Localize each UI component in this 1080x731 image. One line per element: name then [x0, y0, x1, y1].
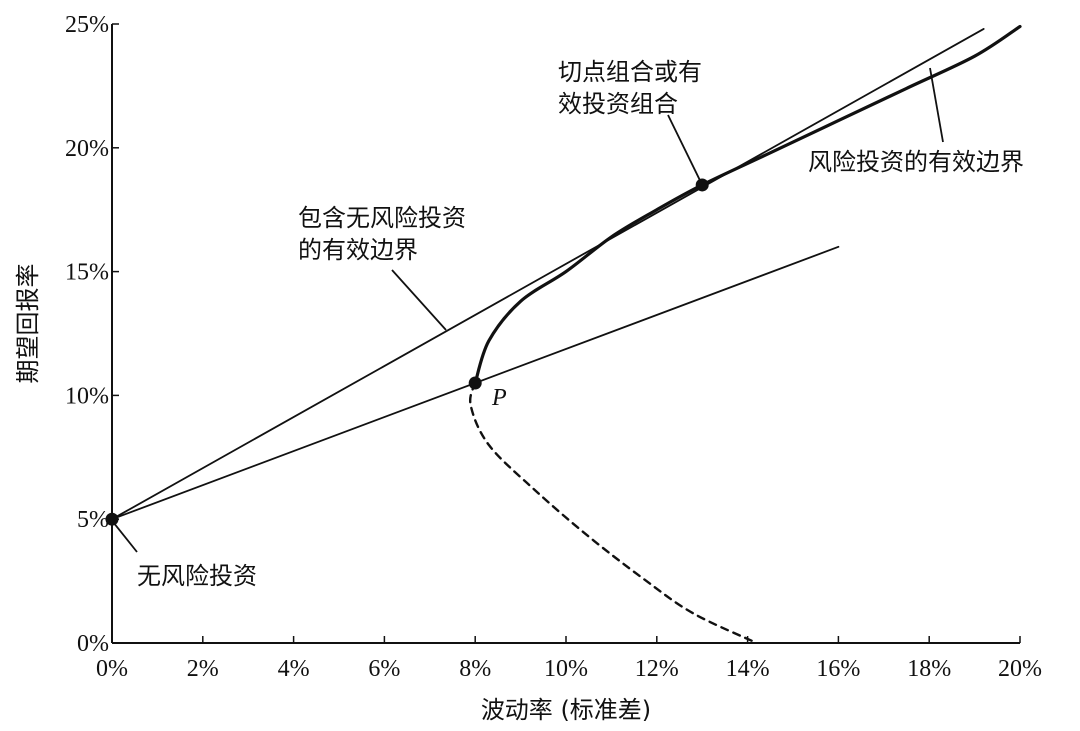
y-tick-label: 0%	[77, 631, 109, 657]
risky-frontier-curve	[473, 24, 1022, 385]
risk-free-point	[105, 512, 119, 526]
x-tick-label: 6%	[368, 656, 400, 682]
risky-frontier-callout-line	[929, 67, 944, 143]
risk-free-callout-line	[113, 522, 138, 553]
cml-callout-line	[391, 269, 447, 331]
y-tick-label: 15%	[65, 260, 109, 286]
callout-lines	[113, 67, 944, 553]
x-tick-label: 10%	[544, 656, 588, 682]
tangent-portfolio-label: 切点组合或有	[558, 58, 702, 86]
x-tick-label: 0%	[96, 656, 128, 682]
series-layer	[111, 24, 1022, 645]
y-tick-label: 20%	[65, 136, 109, 162]
x-tick-label: 2%	[187, 656, 219, 682]
point-p-label: P	[491, 385, 507, 411]
cml-frontier-label: 包含无风险投资	[298, 204, 466, 232]
y-axis-title: 期望回报率	[14, 264, 42, 384]
axes: 0% 2% 4% 6% 8% 10% 12% 14% 16% 18% 20% 0% 5% 10% 15% 20…	[14, 12, 1042, 724]
risk-free-label: 无风险投资	[137, 562, 257, 590]
risky-frontier-label: 风险投资的有效边界	[808, 148, 1024, 176]
x-tick-label: 18%	[907, 656, 951, 682]
x-tick-label: 20%	[998, 656, 1042, 682]
x-tick-label: 4%	[278, 656, 310, 682]
y-tick-label: 25%	[65, 12, 109, 38]
point-p	[468, 376, 482, 390]
x-tick-label: 14%	[726, 656, 770, 682]
x-tick-label: 8%	[459, 656, 491, 682]
cml-frontier-label: 的有效边界	[298, 236, 418, 264]
x-axis-title: 波动率 (标准差)	[481, 696, 651, 724]
inefficient-frontier-dashed	[469, 381, 758, 645]
y-tick-label: 10%	[65, 383, 109, 409]
x-tick-label: 12%	[635, 656, 679, 682]
tangent-portfolio-label: 效投资组合	[558, 90, 678, 118]
y-tick-label: 5%	[77, 507, 109, 533]
x-tick-label: 16%	[816, 656, 860, 682]
tangent-callout-line	[667, 114, 704, 186]
tangent-portfolio-point	[695, 178, 709, 192]
capital-market-line	[111, 28, 985, 521]
markers	[105, 178, 709, 526]
